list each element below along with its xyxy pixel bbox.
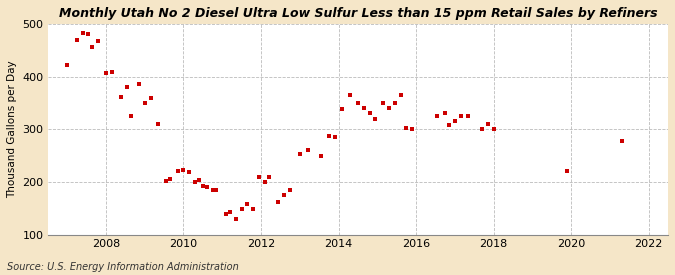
Point bbox=[263, 174, 274, 179]
Point bbox=[248, 207, 259, 211]
Point bbox=[370, 117, 381, 121]
Point bbox=[194, 178, 205, 183]
Point bbox=[401, 126, 412, 130]
Point bbox=[161, 179, 171, 184]
Point bbox=[122, 85, 133, 89]
Point bbox=[279, 193, 290, 197]
Point bbox=[230, 217, 241, 221]
Point bbox=[201, 185, 212, 189]
Point bbox=[273, 200, 284, 204]
Point bbox=[87, 45, 98, 49]
Point bbox=[443, 123, 454, 127]
Point bbox=[172, 169, 183, 174]
Point bbox=[145, 95, 156, 100]
Point bbox=[302, 148, 313, 153]
Point bbox=[153, 122, 163, 126]
Point bbox=[190, 180, 200, 184]
Point bbox=[77, 31, 88, 35]
Point bbox=[126, 114, 136, 118]
Point bbox=[116, 94, 127, 99]
Y-axis label: Thousand Gallons per Day: Thousand Gallons per Day bbox=[7, 60, 17, 198]
Point bbox=[165, 177, 176, 182]
Point bbox=[101, 71, 111, 76]
Point bbox=[92, 39, 103, 43]
Point bbox=[83, 32, 94, 37]
Title: Monthly Utah No 2 Diesel Ultra Low Sulfur Less than 15 ppm Retail Sales by Refin: Monthly Utah No 2 Diesel Ultra Low Sulfu… bbox=[59, 7, 657, 20]
Point bbox=[345, 93, 356, 97]
Point bbox=[439, 111, 450, 116]
Point bbox=[178, 168, 189, 172]
Point bbox=[432, 114, 443, 118]
Point bbox=[329, 135, 340, 139]
Point bbox=[488, 127, 499, 131]
Point bbox=[395, 93, 406, 97]
Point bbox=[407, 127, 418, 131]
Point bbox=[455, 114, 466, 118]
Point bbox=[107, 70, 117, 75]
Point bbox=[383, 106, 394, 110]
Point bbox=[211, 188, 222, 192]
Point bbox=[316, 153, 327, 158]
Point bbox=[259, 180, 270, 184]
Point bbox=[352, 101, 363, 105]
Point bbox=[254, 174, 265, 179]
Point bbox=[294, 152, 305, 156]
Point bbox=[207, 188, 218, 192]
Point bbox=[236, 207, 247, 211]
Point bbox=[477, 127, 487, 131]
Point bbox=[483, 122, 493, 126]
Point bbox=[337, 107, 348, 111]
Point bbox=[323, 133, 334, 138]
Point bbox=[198, 183, 209, 188]
Point bbox=[134, 82, 144, 87]
Point bbox=[562, 169, 572, 174]
Point bbox=[285, 188, 296, 192]
Point bbox=[450, 119, 460, 123]
Point bbox=[62, 63, 73, 67]
Point bbox=[463, 114, 474, 118]
Point bbox=[616, 139, 627, 143]
Point bbox=[221, 211, 232, 216]
Point bbox=[225, 210, 236, 214]
Point bbox=[364, 111, 375, 116]
Point bbox=[72, 37, 82, 42]
Point bbox=[184, 170, 194, 175]
Point bbox=[139, 101, 150, 105]
Point bbox=[358, 106, 369, 110]
Point bbox=[242, 202, 253, 206]
Point bbox=[378, 101, 389, 105]
Text: Source: U.S. Energy Information Administration: Source: U.S. Energy Information Administ… bbox=[7, 262, 238, 272]
Point bbox=[389, 101, 400, 105]
